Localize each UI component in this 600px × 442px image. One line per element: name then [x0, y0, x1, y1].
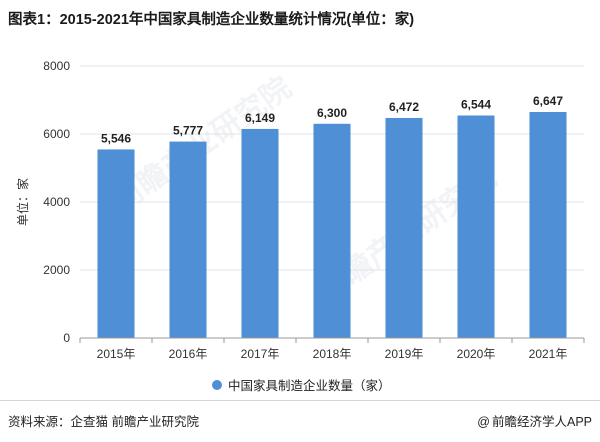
legend-label: 中国家具制造企业数量（家） [228, 379, 391, 393]
y-axis-label: 单位：家 [15, 178, 30, 226]
brand-credit: @ 前瞻经济学人APP [477, 411, 592, 430]
at-sign-icon: @ [477, 415, 490, 429]
x-tick-label: 2015年 [97, 347, 136, 361]
data-label: 6,300 [317, 106, 347, 120]
data-label: 6,472 [389, 100, 419, 114]
bar [241, 128, 279, 338]
x-tick-label: 2017年 [241, 347, 280, 361]
y-tick-label: 6000 [43, 127, 70, 141]
data-label: 6,149 [245, 111, 275, 125]
x-tick-label: 2016年 [169, 347, 208, 361]
bar [529, 112, 567, 338]
data-label: 5,546 [101, 131, 131, 145]
brand-name: 前瞻经济学人APP [491, 415, 592, 429]
data-label: 5,777 [173, 124, 203, 138]
footer-divider [0, 400, 600, 401]
x-tick-label: 2018年 [313, 347, 352, 361]
data-labels: 5,546 5,777 6,149 6,300 6,472 6,544 6,647 [101, 94, 563, 145]
x-axis: 2015年 2016年 2017年 2018年 2019年 2020年 2021年 [79, 337, 585, 361]
y-axis-ticks: 0 2000 4000 6000 8000 [43, 59, 70, 345]
bar [457, 115, 495, 338]
bar [385, 117, 423, 339]
y-tick-label: 2000 [43, 263, 70, 277]
y-tick-label: 8000 [43, 59, 70, 73]
x-tick-label: 2021年 [529, 347, 568, 361]
x-tick-label: 2019年 [385, 347, 424, 361]
y-tick-label: 4000 [43, 195, 70, 209]
legend: 中国家具制造企业数量（家） [212, 375, 391, 394]
data-label: 6,647 [533, 94, 563, 108]
bar [97, 149, 135, 338]
y-tick-label: 0 [63, 331, 70, 345]
bar-chart: 0 2000 4000 6000 8000 5,546 5,777 6,149 6,300 6,… [15, 59, 585, 361]
data-label: 6,544 [461, 98, 491, 112]
bar [313, 123, 351, 338]
bars [97, 112, 567, 339]
bar [169, 141, 207, 338]
legend-swatch [212, 379, 222, 390]
x-tick-label: 2020年 [457, 347, 496, 361]
source-note: 资料来源：企查猫 前瞻产业研究院 [8, 415, 199, 429]
chart-title: 图表1：2015-2021年中国家具制造企业数量统计情况(单位：家) [8, 12, 415, 28]
